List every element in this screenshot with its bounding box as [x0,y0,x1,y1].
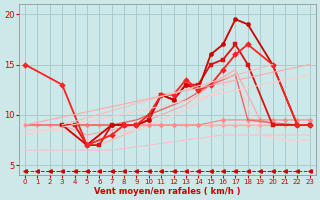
X-axis label: Vent moyen/en rafales ( km/h ): Vent moyen/en rafales ( km/h ) [94,187,241,196]
